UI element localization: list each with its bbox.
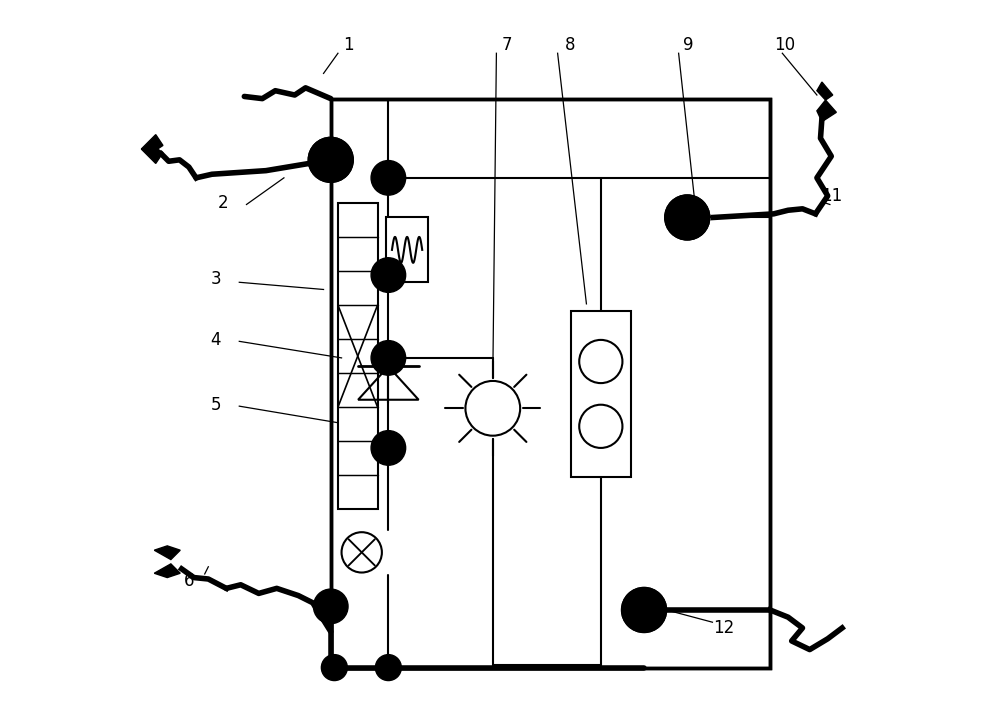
Polygon shape [141,134,163,153]
Text: 8: 8 [565,35,576,54]
Text: 11: 11 [821,187,842,205]
Circle shape [371,258,406,292]
Text: 1: 1 [343,35,354,54]
Text: 6: 6 [184,572,194,590]
Circle shape [622,588,667,633]
Circle shape [371,161,406,195]
Text: 9: 9 [683,35,694,54]
Circle shape [465,381,520,436]
Circle shape [665,195,710,240]
Circle shape [665,195,710,240]
Circle shape [308,137,353,182]
Text: 12: 12 [713,619,734,637]
Circle shape [622,588,667,633]
Circle shape [313,589,348,624]
Circle shape [579,405,622,448]
Text: 5: 5 [210,395,221,414]
Text: 3: 3 [210,270,221,288]
Polygon shape [154,564,180,578]
Polygon shape [141,145,163,163]
Text: 4: 4 [210,331,221,349]
Circle shape [308,137,353,182]
Circle shape [371,431,406,465]
Bar [331,98,770,667]
Text: 7: 7 [502,35,512,54]
Circle shape [321,654,347,680]
Text: 2: 2 [217,194,228,212]
Bar [386,218,428,282]
Polygon shape [817,82,833,100]
Circle shape [375,654,401,680]
Circle shape [371,341,406,375]
Bar [338,203,378,509]
Text: 10: 10 [774,35,795,54]
Bar [331,98,770,667]
Polygon shape [154,546,180,560]
Circle shape [342,532,382,573]
Circle shape [579,340,622,383]
Bar [571,311,631,476]
Polygon shape [817,100,836,121]
